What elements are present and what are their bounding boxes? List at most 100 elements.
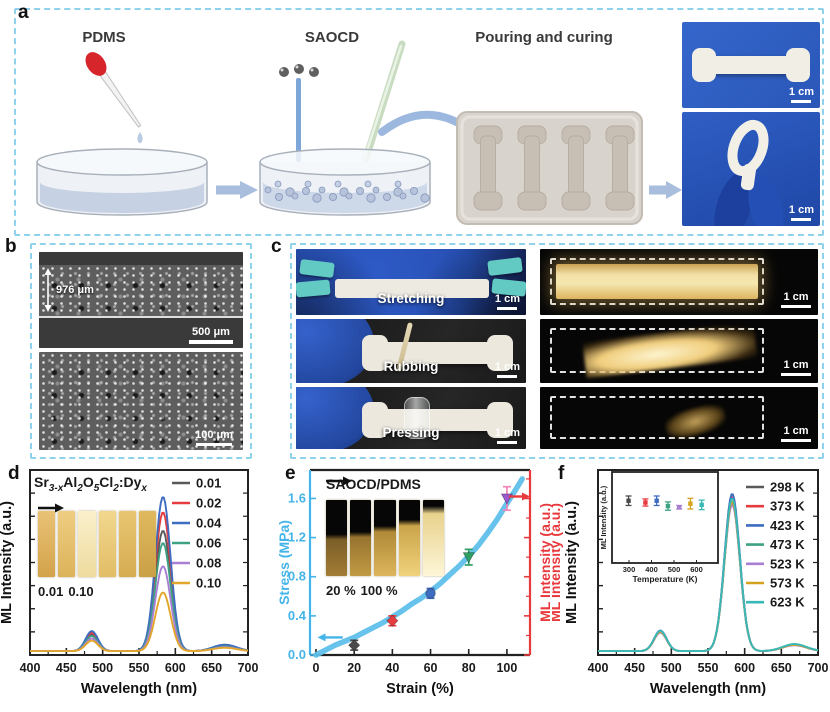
legend-label: 523 K [770,556,805,571]
panel-e-inset: SAOCD/PDMS 20 % 100 % [326,476,445,598]
y-axis-label: ML Intensity (a.u.) [0,501,15,624]
inset-x-tick: 500 [668,565,681,574]
photo-stretching: Stretching 1 cm [296,249,526,315]
fabrication-schematic: PDMS SAOCD Pouring and curing [36,29,682,225]
ml-data-point [462,552,475,564]
sample-stretched [335,279,490,299]
legend-label: 373 K [770,499,805,514]
panel-a-label: a [18,2,29,23]
x-tick-label: 100 [496,661,517,675]
legend-label: 298 K [770,480,805,495]
glow-strip [326,500,348,576]
scale-label: 1 cm [788,203,814,216]
panel-e-inset-photo [326,500,445,576]
glove-icon [296,387,374,449]
inset-x-tick: 300 [623,565,636,574]
x-tick-label: 40 [385,661,399,675]
photo-pressing: Pressing 1 cm [296,387,526,449]
step-label-pdms: PDMS [82,29,125,46]
panel-e: e 0 20 40 60 80 100 0.0 0.4 0.8 1.2 1.6 Strain (%) S… [278,460,560,712]
legend-label: 0.08 [196,556,221,571]
scale-label: 1 cm [783,290,809,303]
scale-label: 1 cm [494,426,520,439]
sample-dogbone [692,48,810,82]
action-label: Stretching [377,291,445,306]
x-tick-label: 650 [201,661,222,675]
ml-data-point [386,614,399,627]
scale-bar: 1 cm [781,291,811,308]
pipette-icon [85,52,142,128]
stimuli-grid: Stretching 1 cm 1 cm Rubbing 1 c [296,249,818,453]
glow-strip [350,500,372,576]
x-axis-label: Wavelength (nm) [81,681,197,697]
y-axis-label: ML Intensity (a.u.) [564,501,580,624]
inset-x-tick: 400 [645,565,658,574]
glow-strip [398,500,420,576]
inset-y-label: ML Intensity (a.u.) [599,485,608,549]
scale-bar: 1 cm [495,361,520,378]
x-tick-label: 600 [734,661,755,675]
stress-strain-curve [313,476,525,658]
caption-from: 20 % [326,583,356,598]
caption-from: 0.01 [38,584,64,599]
sem-surface-image: 100 μm [39,352,243,450]
scale-bar: 1 cm [495,427,520,444]
caption-to: 100 % [360,583,398,598]
y-tick-label: 1.2 [288,530,306,545]
ml-photo-rubbing: 1 cm [540,319,818,383]
x-tick-label: 0 [313,661,320,675]
scale-bar: 1 cm [789,204,814,221]
x-axis-label: Strain (%) [386,681,454,697]
clamp-icon [487,256,523,277]
inset-data-point [643,500,648,505]
y-tick-label: 0.8 [288,569,306,584]
glow-strip [58,511,76,577]
panel-d-inset-caption: 0.01 0.10 [38,503,156,599]
scale-bar: 1 cm [781,359,811,376]
x-tick-label: 400 [20,661,41,675]
inset-data-point [626,498,631,503]
scale-label: 1 cm [783,358,809,371]
glove-icon [296,319,374,383]
inset-data-point [688,501,693,506]
legend-label: 0.01 [196,476,221,491]
legend: 0.01 0.02 0.04 0.06 0.08 0.10 [172,476,222,591]
x-tick-label: 450 [624,661,645,675]
mold-icon [456,111,643,225]
panel-d-inset: 0.01 0.10 [38,503,157,599]
panel-a: PDMS SAOCD Pouring and curing [14,8,824,236]
scale-bar: 500 μm [189,326,233,344]
legend-label: 473 K [770,537,805,552]
glow-strip [138,511,157,577]
panel-d-label: d [8,463,20,484]
caption-to: 0.10 [68,584,94,599]
arrow-right-icon [38,503,64,513]
step-label-saocd: SAOCD [305,29,359,46]
x-tick-label: 550 [698,661,719,675]
x-tick-label: 450 [56,661,77,675]
x-tick-label: 600 [165,661,186,675]
double-arrow-icon [44,268,52,312]
panel-f-label: f [558,463,565,484]
thickness-annotation: 976 μm [43,268,94,312]
legend-label: 623 K [770,595,805,610]
ml-glow [556,264,758,299]
action-label: Pressing [382,425,440,440]
stir-rod-icon [359,40,406,172]
petri-dish-pdms [36,148,208,216]
glow-strip [374,500,396,576]
panel-e-inset-caption: 20 % 100 % [326,476,444,598]
panel-c: Stretching 1 cm 1 cm Rubbing 1 c [290,243,824,459]
panel-b-label: b [5,236,17,257]
outline-dashed-rect [550,328,764,373]
x-tick-label: 80 [462,661,476,675]
legend-label: 573 K [770,576,805,591]
inset-data-point [699,502,704,508]
panel-b: 976 μm 500 μm 100 μm [30,243,252,459]
scale-label: 1 cm [783,424,809,437]
y-tick-label: 1.6 [288,490,306,505]
action-label: Rubbing [383,359,439,374]
saocd-particles-icon [279,64,319,77]
